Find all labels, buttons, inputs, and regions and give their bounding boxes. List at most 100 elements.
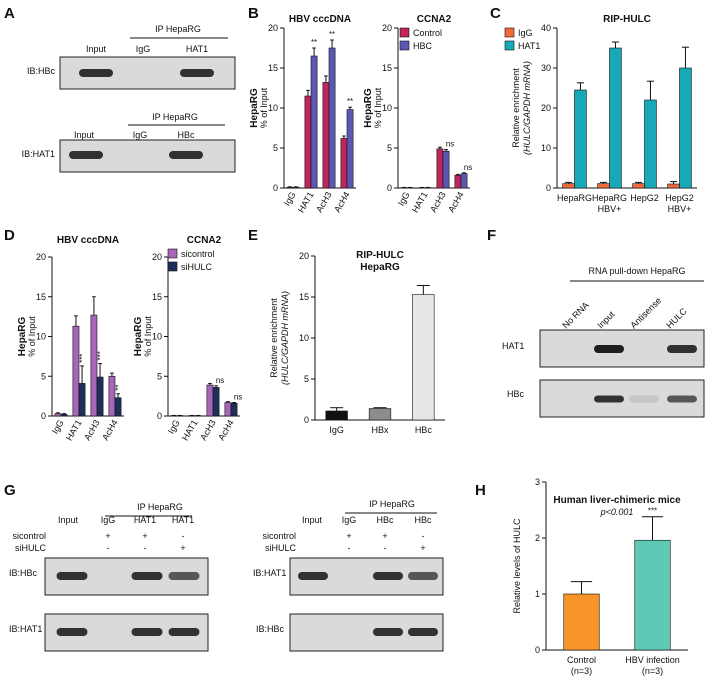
condition-mark: +	[346, 531, 351, 541]
y-axis-label: Relative enrichment	[511, 68, 521, 148]
panel-label-b: B	[248, 5, 259, 22]
legend-label: IgG	[518, 28, 533, 38]
blot-band	[373, 628, 403, 636]
lane-label: HULC	[664, 306, 689, 331]
panel-label-e: E	[248, 227, 258, 244]
bar	[54, 413, 62, 417]
y-tick-label: 20	[268, 23, 278, 33]
x-tick-label: HepaRG HBV+	[592, 193, 627, 214]
bar	[412, 294, 435, 421]
condition-mark: +	[420, 543, 425, 553]
y-axis-label-2: (HULC/GAPDH mRNA)	[522, 61, 532, 155]
y-axis-label: % of Input	[143, 316, 153, 357]
bar	[60, 414, 68, 417]
condition-label: sicontrol	[262, 531, 296, 541]
x-tick-label: AcH4	[216, 418, 236, 442]
blot-row-label: IB:HAT1	[253, 568, 286, 578]
significance-label: ns	[216, 376, 224, 385]
chart-b-ccna2: CCNA2 0 5 10 15 20 HepaRG% of Input IgGHAT1AcH3…	[363, 14, 472, 214]
x-tick-label: Control (n=3)	[567, 655, 596, 676]
condition-label: siHULC	[265, 543, 297, 553]
bar	[634, 539, 671, 651]
bar	[78, 383, 86, 417]
y-tick-label: 0	[535, 645, 540, 655]
x-tick-label: AcH4	[446, 190, 466, 214]
blot-row-label: HBc	[507, 389, 525, 399]
bar	[325, 410, 348, 421]
panel-label-d: D	[4, 227, 15, 244]
significance-label: **	[311, 38, 317, 47]
y-axis-label: Relative levels of HULC	[512, 518, 522, 614]
blot-band	[169, 151, 203, 159]
x-tick-label: IgG	[50, 418, 66, 436]
lane-label: Input	[74, 130, 95, 140]
x-tick-label: AcH3	[314, 190, 334, 214]
chart-subtitle: p<0.001	[600, 507, 634, 517]
lane-label: Input	[86, 44, 107, 54]
blot-band	[667, 395, 697, 403]
y-tick-label: 20	[152, 252, 162, 262]
chart-c-rip-hulc: RIP-HULC 0 10 20 30 40 Relative enrichment (HUL…	[504, 14, 697, 214]
chart-b-hbv-cccdna: HBV cccDNA 0 5 10 15 20 HepaRG% of Input IgGHAT…	[249, 14, 356, 214]
y-tick-label: 15	[36, 292, 46, 302]
bar	[436, 148, 444, 189]
condition-mark: -	[348, 543, 351, 553]
condition-mark: -	[422, 531, 425, 541]
x-tick-label: HBV infection (n=3)	[625, 655, 680, 676]
blot-row-label: HAT1	[502, 341, 524, 351]
y-axis-label-bold: HepaRG	[17, 317, 28, 357]
bar	[340, 138, 348, 189]
blot-row-label: IB:HAT1	[9, 624, 42, 634]
bar	[574, 89, 587, 189]
x-tick-label: AcH3	[82, 418, 102, 442]
chart-title: RIP-HULC	[356, 250, 404, 261]
significance-label: ns	[464, 163, 472, 172]
y-tick-label: 3	[535, 477, 540, 487]
blot-band	[131, 572, 163, 580]
legend-label: sicontrol	[181, 249, 215, 259]
x-tick-label: HepG2	[630, 193, 659, 203]
blot-band	[56, 572, 88, 580]
bar	[609, 47, 622, 189]
y-tick-label: 2	[535, 533, 540, 543]
condition-mark: +	[142, 531, 147, 541]
y-axis-label: % of Input	[27, 316, 37, 357]
y-tick-label: 5	[387, 143, 392, 153]
y-tick-label: 40	[541, 23, 551, 33]
blot-band	[69, 151, 103, 159]
bar	[562, 183, 575, 189]
y-tick-label: 20	[541, 103, 551, 113]
chart-title: HBV cccDNA	[57, 235, 119, 246]
y-tick-label: 0	[273, 183, 278, 193]
blot-band	[56, 628, 88, 636]
x-tick-label: HAT1	[64, 418, 84, 442]
lane-label: IgG	[101, 515, 116, 525]
blot-band	[594, 395, 624, 403]
panel-g-left: IP HepaRG Input IgG HAT1 HAT1 sicontrol …	[9, 502, 209, 652]
legend-label: HBC	[413, 41, 433, 51]
y-tick-label: 15	[152, 292, 162, 302]
y-tick-label: 15	[268, 63, 278, 73]
panel-label-f: F	[487, 227, 496, 244]
x-tick-label: IgG	[166, 418, 182, 436]
x-tick-label: HAT1	[180, 418, 200, 442]
significance-label: ***	[78, 354, 87, 363]
bar	[114, 397, 122, 417]
panel-a-blot-2: IP HepaRG Input IgG HBc IB:HAT1	[22, 112, 236, 173]
chart-d-hbv-cccdna: HBV cccDNA 0 5 10 15 20 HepaRG% of Input IgGHAT…	[17, 235, 124, 442]
y-tick-label: 0	[304, 415, 309, 425]
condition-mark: -	[182, 531, 185, 541]
legend-label: Control	[413, 28, 442, 38]
blot-band	[180, 69, 214, 77]
y-tick-label: 5	[157, 371, 162, 381]
y-tick-label: 15	[299, 292, 309, 302]
y-tick-label: 0	[41, 411, 46, 421]
bar	[346, 109, 354, 189]
panel-f-pulldown: RNA pull-down HepaRG No RNA Input Antise…	[502, 266, 705, 418]
y-tick-label: 0	[546, 183, 551, 193]
y-axis-label: % of Input	[373, 87, 383, 128]
panel-label-a: A	[4, 5, 15, 22]
x-tick-label: HBc	[415, 425, 433, 435]
bar	[597, 183, 610, 189]
y-tick-label: 30	[541, 63, 551, 73]
